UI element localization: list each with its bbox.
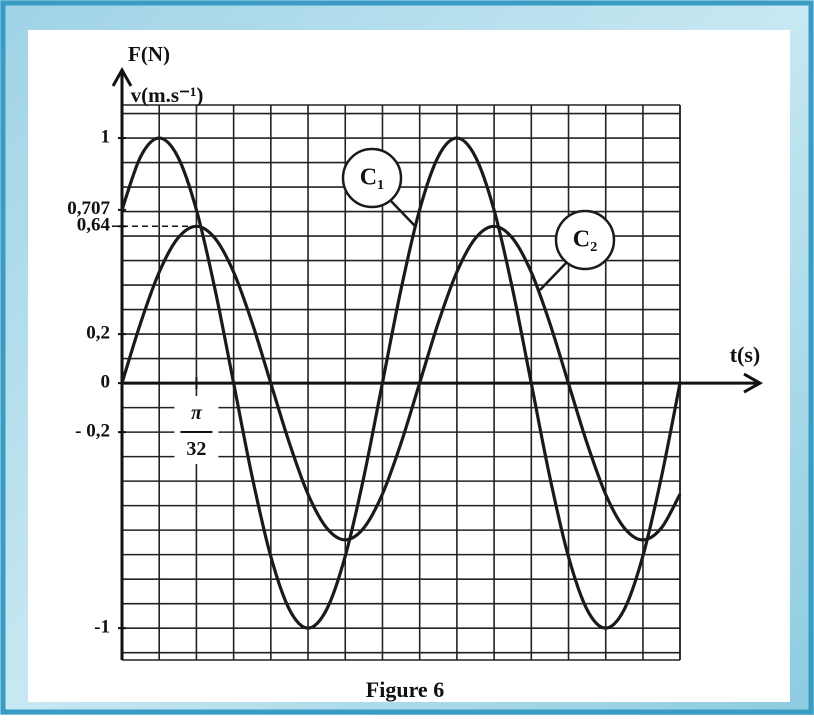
x-tick-denominator: 32 (186, 438, 206, 460)
curve (120, 224, 682, 542)
y-axis-arrow (111, 66, 133, 87)
x-tick-numerator: π (191, 402, 203, 424)
caption: Figure 6 (366, 677, 444, 702)
y-tick-label: 1 (101, 126, 111, 147)
y-tick-label: -1 (94, 617, 110, 638)
y-tick-label: 0,64 (77, 215, 111, 236)
legend-pointer (539, 261, 568, 291)
curve (120, 136, 682, 630)
x-tick-bg (174, 396, 219, 464)
legend-label: C₁ (360, 165, 385, 191)
legend-bubble (341, 147, 403, 209)
y-tick-label: 0,707 (67, 198, 110, 219)
x-tick-label: π 32 (186, 402, 206, 460)
plot-background (28, 30, 790, 702)
y-tick-label: 0 (101, 371, 111, 392)
y-axis-label: v(m.s⁻¹) (131, 83, 204, 107)
y-tick-label: - 0,2 (75, 420, 110, 441)
y-axis-label-top: F(N) (128, 42, 170, 66)
marks (120, 136, 682, 630)
legend-label: C₂ (573, 227, 598, 253)
legend-pointer (389, 199, 416, 227)
legend-bubble (554, 209, 616, 271)
y-tick-label: 0,2 (86, 322, 110, 343)
x-axis-arrow (743, 372, 764, 394)
x-axis-label: t(s) (730, 342, 761, 367)
